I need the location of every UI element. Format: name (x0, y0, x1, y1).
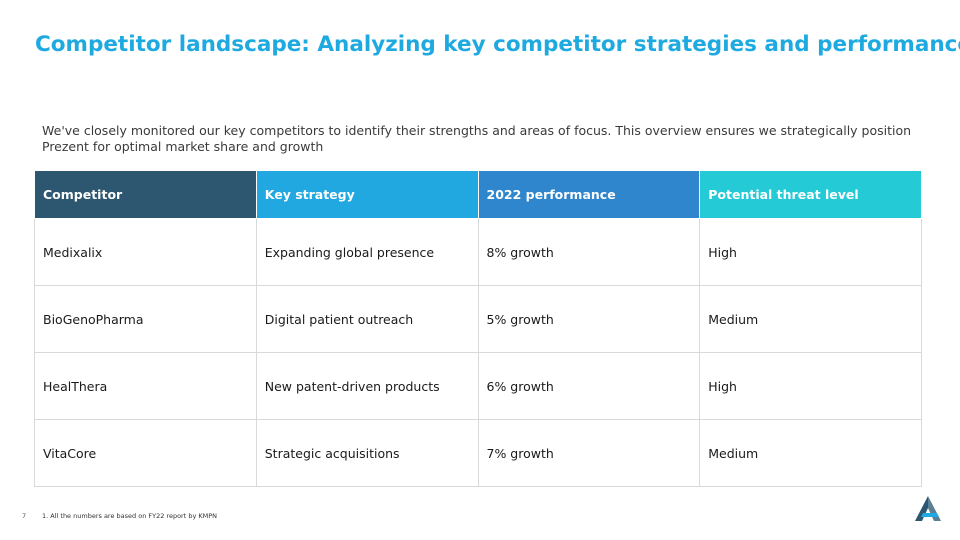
header-threat-level: Potential threat level (699, 170, 922, 219)
slide-title: Competitor landscape: Analyzing key comp… (35, 32, 960, 57)
competitor-table: Competitor Key strategy 2022 performance… (34, 170, 922, 487)
table-row: VitaCore Strategic acquisitions 7% growt… (34, 419, 922, 487)
table-row: BioGenoPharma Digital patient outreach 5… (34, 285, 922, 353)
header-2022-performance: 2022 performance (477, 170, 701, 219)
prezent-logo-icon (915, 496, 941, 521)
cell-competitor: HealThera (34, 352, 257, 420)
page-number: 7 (22, 512, 27, 520)
cell-key-strategy: Strategic acquisitions (255, 419, 479, 487)
intro-text: We've closely monitored our key competit… (42, 123, 912, 154)
header-competitor: Competitor (34, 170, 257, 219)
cell-key-strategy: New patent-driven products (255, 352, 479, 420)
cell-performance: 7% growth (477, 419, 701, 487)
table-row: HealThera New patent-driven products 6% … (34, 352, 922, 420)
table-row: Medixalix Expanding global presence 8% g… (34, 218, 922, 286)
cell-threat-level: Medium (699, 285, 922, 353)
cell-threat-level: High (699, 352, 922, 420)
cell-performance: 5% growth (477, 285, 701, 353)
cell-performance: 6% growth (477, 352, 701, 420)
footnote: 1. All the numbers are based on FY22 rep… (42, 512, 218, 520)
cell-threat-level: Medium (699, 419, 922, 487)
cell-competitor: BioGenoPharma (34, 285, 257, 353)
cell-key-strategy: Digital patient outreach (255, 285, 479, 353)
table-header-row: Competitor Key strategy 2022 performance… (34, 170, 922, 219)
cell-performance: 8% growth (477, 218, 701, 286)
header-key-strategy: Key strategy (255, 170, 479, 219)
cell-competitor: Medixalix (34, 218, 257, 286)
cell-key-strategy: Expanding global presence (255, 218, 479, 286)
cell-threat-level: High (699, 218, 922, 286)
cell-competitor: VitaCore (34, 419, 257, 487)
